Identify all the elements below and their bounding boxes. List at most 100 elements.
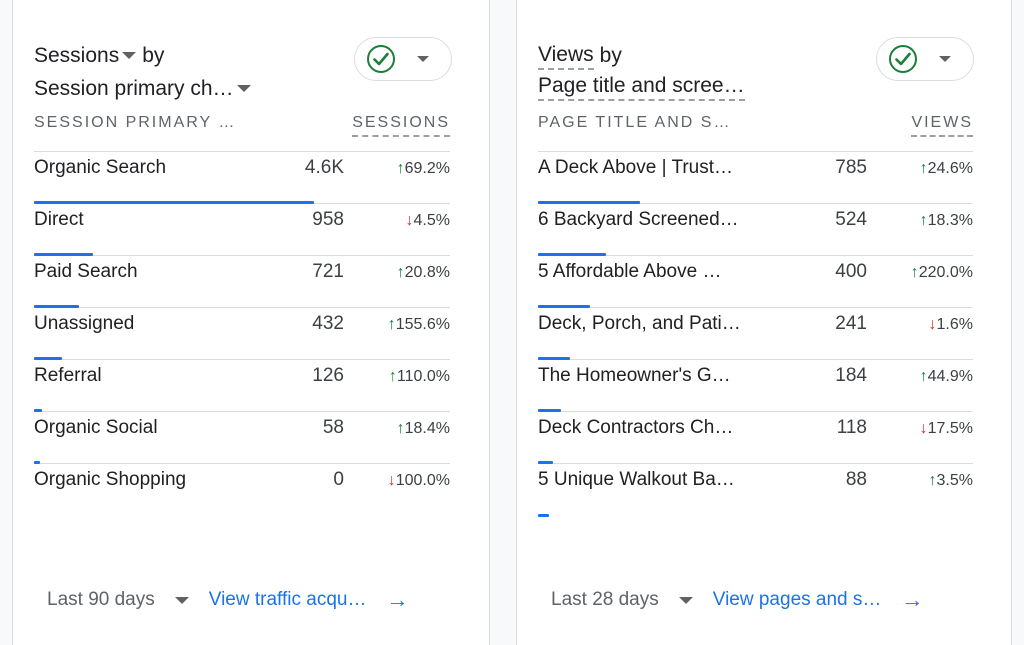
comparison-status-button[interactable] bbox=[354, 37, 452, 81]
views-card: Views by Page title and scree… PAGE TITL… bbox=[516, 0, 1012, 645]
row-dimension: Unassigned bbox=[34, 313, 135, 334]
row-change-percent: 20.8% bbox=[404, 264, 450, 281]
arrow-up-icon: ↑ bbox=[919, 368, 928, 385]
row-metric-value: 58 bbox=[322, 417, 344, 438]
comparison-status-button[interactable] bbox=[876, 37, 974, 81]
arrow-down-icon: ↓ bbox=[387, 472, 396, 489]
row-change-percent: 100.0% bbox=[395, 472, 450, 489]
metric-selector[interactable]: Sessions bbox=[34, 44, 120, 67]
table-row[interactable]: Direct 958 ↓4.5% bbox=[34, 204, 450, 256]
row-metric-value: 88 bbox=[845, 469, 867, 490]
dimension-selector[interactable]: Session primary ch… bbox=[34, 77, 234, 100]
row-change-percent: 69.2% bbox=[404, 160, 450, 177]
row-dimension: The Homeowner's G… bbox=[538, 365, 731, 386]
arrow-up-icon: ↑ bbox=[396, 160, 405, 177]
dimension-column-header: SESSION PRIMARY … bbox=[34, 114, 237, 131]
metric-selector[interactable]: Views bbox=[538, 41, 594, 70]
title-by: by bbox=[599, 44, 622, 67]
row-dimension: Paid Search bbox=[34, 261, 138, 282]
table-row[interactable]: Organic Search 4.6K ↑69.2% bbox=[34, 152, 450, 204]
table-row[interactable]: 5 Unique Walkout Ba… 88 ↑3.5% bbox=[538, 464, 973, 517]
row-change-percent: 18.3% bbox=[927, 212, 973, 229]
metric-column-header[interactable]: VIEWS bbox=[911, 114, 973, 137]
sessions-card: Sessions by Session primary ch… SESSION … bbox=[12, 0, 490, 645]
table-row[interactable]: A Deck Above | Trust… 785 ↑24.6% bbox=[538, 152, 973, 204]
view-report-label: View traffic acqu… bbox=[208, 589, 367, 610]
row-metric-value: 241 bbox=[835, 313, 867, 334]
row-change-percent: 3.5% bbox=[936, 472, 973, 489]
row-share-bar bbox=[538, 409, 562, 412]
row-change: ↓1.6% bbox=[929, 316, 973, 334]
table-row[interactable]: Unassigned 432 ↑155.6% bbox=[34, 308, 450, 360]
arrow-up-icon: ↑ bbox=[387, 316, 396, 333]
row-metric-value: 785 bbox=[835, 157, 867, 178]
row-change: ↑24.6% bbox=[920, 160, 973, 178]
card-footer: Last 28 days View pages and s… → bbox=[551, 586, 993, 614]
row-share-bar bbox=[34, 201, 314, 204]
row-change: ↑18.3% bbox=[920, 212, 973, 230]
date-range-selector[interactable]: Last 90 days bbox=[47, 589, 195, 611]
check-circle-icon bbox=[367, 45, 395, 73]
chevron-down-icon bbox=[174, 596, 189, 604]
row-share-bar bbox=[34, 409, 43, 412]
row-change-percent: 155.6% bbox=[395, 316, 450, 333]
row-share-bar bbox=[34, 253, 93, 256]
row-dimension: Organic Shopping bbox=[34, 469, 187, 490]
row-share-bar bbox=[538, 461, 554, 464]
row-dimension: Deck, Porch, and Pati… bbox=[538, 313, 741, 334]
date-range-selector[interactable]: Last 28 days bbox=[551, 589, 699, 611]
row-dimension: 5 Affordable Above … bbox=[538, 261, 722, 282]
table-row[interactable]: Organic Social 58 ↑18.4% bbox=[34, 412, 450, 464]
row-change: ↑20.8% bbox=[397, 264, 450, 282]
view-report-link[interactable]: View traffic acqu… → bbox=[209, 587, 409, 613]
row-metric-value: 958 bbox=[312, 209, 344, 230]
row-metric-value: 0 bbox=[333, 469, 344, 490]
arrow-up-icon: ↑ bbox=[919, 212, 928, 229]
row-metric-value: 4.6K bbox=[304, 157, 344, 178]
row-share-bar bbox=[34, 357, 62, 360]
row-change: ↓100.0% bbox=[388, 472, 450, 490]
chevron-down-icon[interactable] bbox=[236, 85, 251, 92]
row-change-percent: 110.0% bbox=[396, 368, 450, 385]
arrow-up-icon: ↑ bbox=[919, 160, 928, 177]
arrow-right-icon: → bbox=[386, 587, 409, 612]
row-dimension: 6 Backyard Screened… bbox=[538, 209, 739, 230]
view-report-link[interactable]: View pages and s… → bbox=[713, 587, 924, 613]
table-row[interactable]: 5 Affordable Above … 400 ↑220.0% bbox=[538, 256, 973, 308]
chevron-down-icon[interactable] bbox=[122, 52, 137, 59]
row-change: ↑220.0% bbox=[911, 264, 973, 282]
card-footer: Last 90 days View traffic acqu… → bbox=[47, 586, 471, 614]
row-dimension: 5 Unique Walkout Ba… bbox=[538, 469, 735, 490]
row-change: ↑155.6% bbox=[388, 316, 450, 334]
row-share-bar bbox=[34, 461, 40, 464]
table-row[interactable]: The Homeowner's G… 184 ↑44.9% bbox=[538, 360, 973, 412]
row-metric-value: 400 bbox=[835, 261, 867, 282]
table-row[interactable]: Paid Search 721 ↑20.8% bbox=[34, 256, 450, 308]
table-row[interactable]: Organic Shopping 0 ↓100.0% bbox=[34, 464, 450, 516]
table-row[interactable]: Deck, Porch, and Pati… 241 ↓1.6% bbox=[538, 308, 973, 360]
arrow-up-icon: ↑ bbox=[928, 472, 937, 489]
row-share-bar bbox=[538, 514, 550, 517]
row-change-percent: 24.6% bbox=[927, 160, 973, 177]
dimension-selector[interactable]: Page title and scree… bbox=[538, 72, 745, 101]
row-change: ↓4.5% bbox=[406, 212, 450, 230]
row-share-bar bbox=[538, 305, 591, 308]
metric-column-header[interactable]: SESSIONS bbox=[352, 114, 450, 137]
row-dimension: Direct bbox=[34, 209, 84, 230]
row-dimension: Deck Contractors Ch… bbox=[538, 417, 734, 438]
row-change-percent: 17.5% bbox=[927, 420, 973, 437]
table-row[interactable]: Referral 126 ↑110.0% bbox=[34, 360, 450, 412]
chevron-down-icon bbox=[939, 56, 951, 62]
chevron-down-icon bbox=[678, 596, 693, 604]
arrow-down-icon: ↓ bbox=[405, 212, 414, 229]
divider bbox=[538, 151, 973, 152]
card-title: Views by Page title and scree… bbox=[538, 39, 745, 101]
row-metric-value: 118 bbox=[836, 417, 867, 438]
date-range-label: Last 90 days bbox=[47, 589, 155, 610]
table-body: A Deck Above | Trust… 785 ↑24.6% 6 Backyard… bbox=[538, 152, 973, 517]
table-row[interactable]: 6 Backyard Screened… 524 ↑18.3% bbox=[538, 204, 973, 256]
table-row[interactable]: Deck Contractors Ch… 118 ↓17.5% bbox=[538, 412, 973, 464]
check-circle-icon bbox=[889, 45, 917, 73]
row-metric-value: 524 bbox=[835, 209, 867, 230]
row-change-percent: 220.0% bbox=[918, 264, 973, 281]
